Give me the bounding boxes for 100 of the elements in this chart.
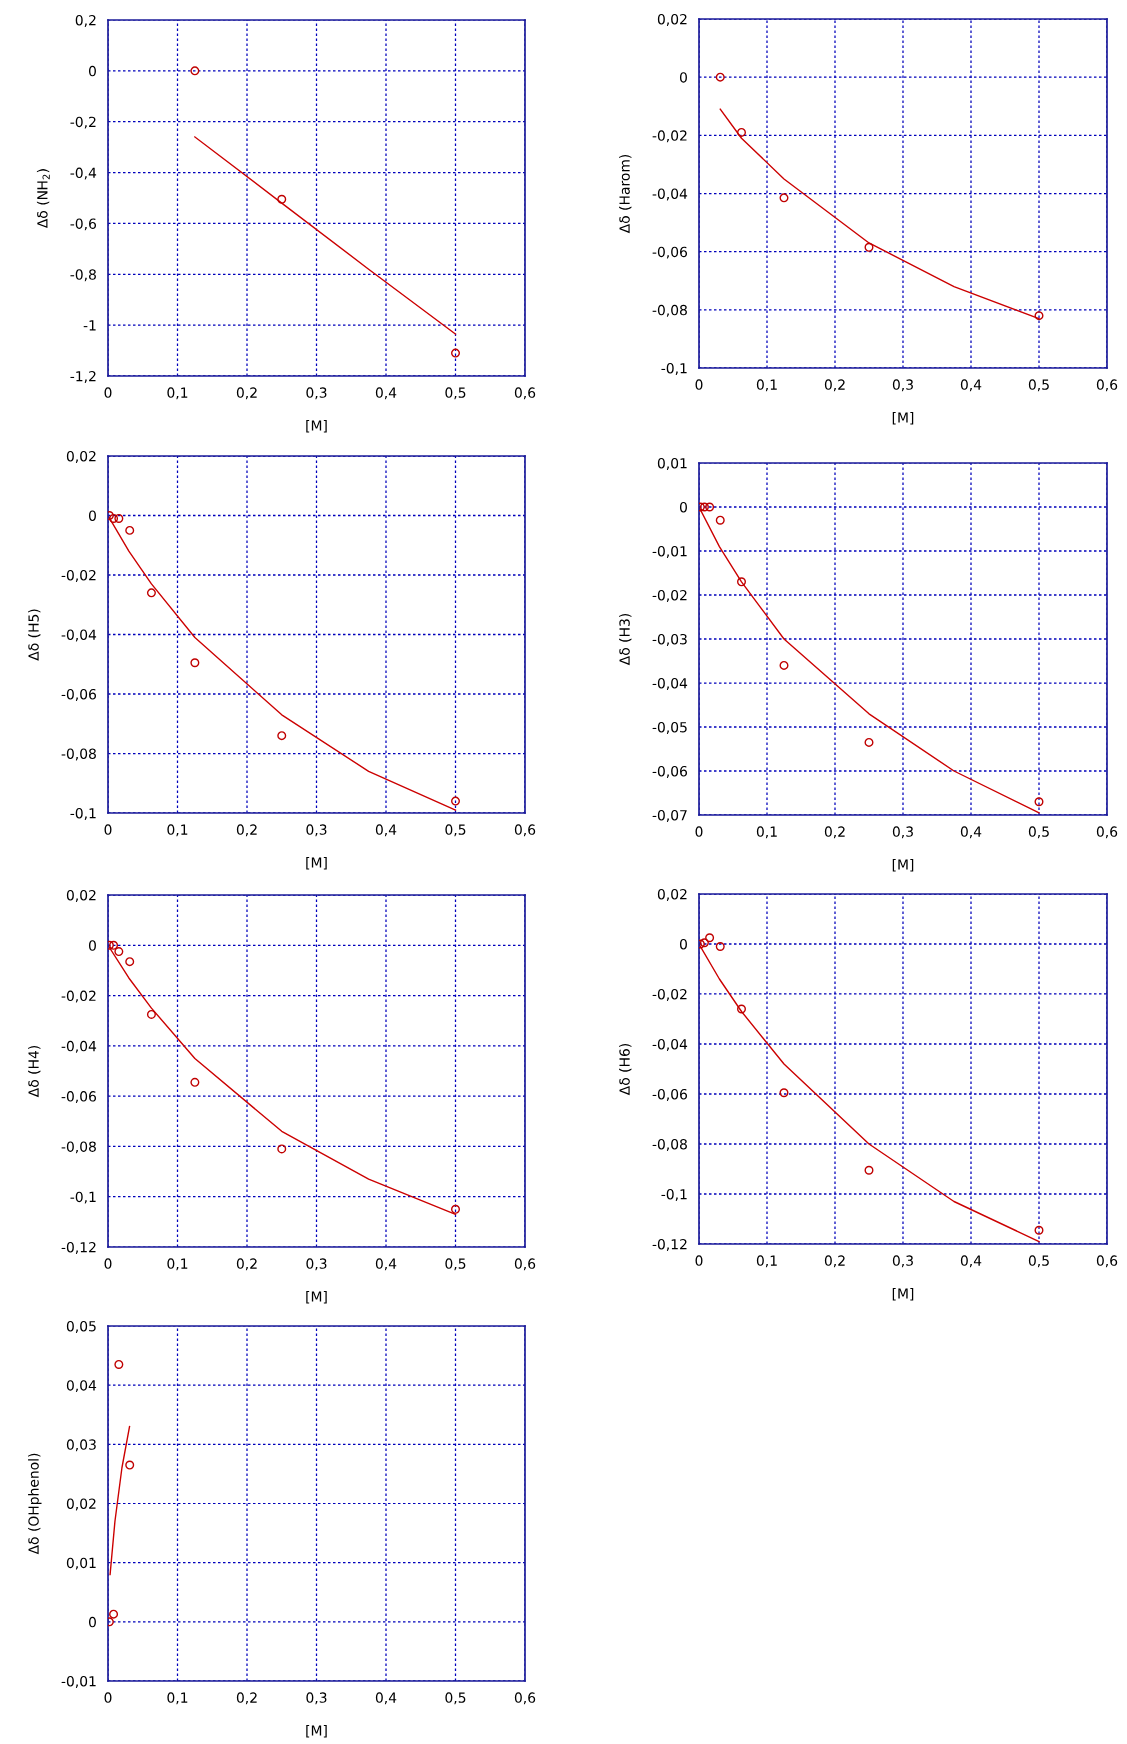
y-tick-label: -0,1 — [661, 1188, 687, 1201]
y-tick-label: -0,12 — [61, 1241, 96, 1254]
x-tick-label: 0,6 — [514, 824, 536, 837]
y-tick-label: -0,06 — [652, 765, 688, 778]
y-axis-title: Δδ (H3) — [619, 613, 632, 666]
y-axis-title: Δδ (Harom) — [619, 154, 632, 234]
y-tick-label: 0 — [88, 65, 96, 77]
y-tick-label: 0,02 — [66, 889, 96, 902]
x-tick-label: 0,5 — [445, 387, 466, 400]
y-tick-label: 0,05 — [66, 1320, 96, 1333]
x-tick-label: 0,2 — [236, 1258, 257, 1271]
y-tick-label: -0,01 — [652, 545, 687, 558]
x-axis-title: [M] — [306, 1725, 327, 1738]
x-tick-label: 0 — [695, 1255, 703, 1266]
y-tick-label: 0,01 — [66, 1557, 96, 1570]
y-tick-label: -0,1 — [70, 1191, 96, 1204]
x-tick-label: 0 — [104, 824, 112, 835]
x-tick-label: 0,2 — [236, 387, 257, 400]
x-tick-label: 0,6 — [514, 1258, 536, 1271]
x-axis-title: [M] — [306, 857, 327, 870]
y-tick-label: 0,03 — [66, 1439, 96, 1452]
x-tick-label: 0,6 — [1096, 379, 1118, 392]
y-tick-label: -1,2 — [70, 370, 96, 383]
x-tick-label: 0,1 — [167, 1258, 188, 1271]
y-tick-label: -0,06 — [61, 688, 97, 701]
y-tick-label: -0,4 — [70, 167, 97, 180]
x-tick-label: 0 — [695, 826, 703, 837]
y-tick-label: 0 — [88, 940, 96, 951]
y-tick-label: -0,08 — [61, 1141, 96, 1154]
x-tick-label: 0,4 — [960, 379, 982, 392]
y-axis-title: Δδ (H6) — [619, 1043, 632, 1096]
x-tick-label: 0 — [104, 387, 112, 398]
y-tick-label: -0,03 — [652, 633, 687, 646]
x-axis-title: [M] — [892, 412, 914, 425]
x-tick-label: 0,2 — [824, 1255, 845, 1268]
y-tick-label: -0,02 — [652, 988, 687, 1001]
x-tick-label: 0,4 — [375, 1258, 397, 1271]
y-tick-label: -0,08 — [61, 748, 96, 761]
y-tick-label: 0 — [679, 938, 687, 950]
x-tick-label: 0,4 — [960, 1255, 982, 1268]
y-tick-label: -1 — [83, 320, 96, 331]
y-tick-label: 0 — [88, 1616, 96, 1628]
y-tick-label: 0,02 — [66, 450, 96, 463]
y-axis-title: Δδ (H5) — [28, 609, 41, 661]
y-axis-title: Δδ (H4) — [28, 1045, 41, 1098]
x-axis-title: [M] — [892, 859, 914, 872]
x-tick-label: 0,5 — [445, 824, 466, 837]
y-tick-label: -0,1 — [661, 362, 687, 375]
x-tick-label: 0,2 — [824, 379, 845, 392]
x-tick-label: 0,1 — [756, 1255, 777, 1268]
x-tick-label: 0,4 — [960, 826, 982, 839]
y-tick-label: -0,05 — [652, 721, 687, 734]
x-tick-label: 0,3 — [306, 824, 327, 837]
y-tick-label: 0 — [88, 510, 96, 521]
x-tick-label: 0,4 — [375, 387, 397, 400]
x-tick-label: 0,5 — [1028, 379, 1049, 392]
y-tick-label: -0,04 — [652, 188, 688, 201]
x-tick-label: 0,3 — [892, 1255, 913, 1268]
y-tick-label: -0,04 — [652, 1038, 688, 1051]
x-tick-label: 0,3 — [306, 387, 327, 400]
y-tick-label: -0,12 — [652, 1238, 687, 1251]
x-axis-title: [M] — [306, 420, 327, 433]
x-tick-label: 0,1 — [756, 379, 777, 392]
y-tick-label: -0,04 — [652, 677, 688, 690]
y-tick-label: 0,02 — [657, 888, 687, 901]
y-tick-label: -0,02 — [61, 569, 96, 582]
x-tick-label: 0,4 — [375, 1692, 397, 1705]
y-tick-label: -0,2 — [70, 116, 96, 129]
x-tick-label: 0,6 — [1096, 1255, 1118, 1268]
y-tick-label: -0,02 — [61, 990, 96, 1003]
y-tick-label: -0,8 — [70, 269, 96, 282]
y-tick-label: 0 — [679, 72, 687, 83]
y-tick-label: -0,06 — [61, 1091, 97, 1104]
y-axis-title: Δδ (OHphenol) — [28, 1453, 42, 1555]
x-axis-title: [M] — [306, 1291, 327, 1304]
x-tick-label: 0 — [104, 1258, 112, 1269]
x-tick-label: 0,2 — [236, 824, 257, 837]
y-tick-label: -0,02 — [652, 130, 687, 143]
x-tick-label: 0,3 — [892, 826, 913, 839]
y-tick-label: 0,2 — [75, 14, 96, 27]
x-tick-label: 0,1 — [167, 387, 188, 400]
y-tick-label: -0,01 — [61, 1675, 96, 1688]
x-tick-label: 0,2 — [824, 826, 845, 839]
y-tick-label: 0 — [679, 501, 687, 513]
y-tick-label: -0,07 — [652, 809, 687, 822]
x-tick-label: 0,3 — [306, 1258, 327, 1271]
x-tick-label: 0,2 — [236, 1692, 257, 1705]
y-tick-label: 0,02 — [657, 13, 687, 26]
x-tick-label: 0,1 — [756, 826, 777, 839]
x-tick-label: 0,1 — [167, 824, 188, 837]
x-tick-label: 0 — [695, 379, 703, 390]
x-tick-label: 0,6 — [1096, 826, 1118, 839]
y-tick-label: -0,04 — [61, 629, 97, 642]
x-tick-label: 0,1 — [167, 1692, 188, 1705]
y-tick-label: -0,06 — [652, 246, 688, 259]
y-tick-label: -0,02 — [652, 589, 687, 602]
x-axis-title: [M] — [892, 1288, 914, 1301]
y-tick-label: -0,08 — [652, 1138, 687, 1151]
y-tick-label: 0,02 — [66, 1498, 96, 1511]
y-axis-title: Δδ (NH$_{2}$) — [36, 169, 50, 229]
